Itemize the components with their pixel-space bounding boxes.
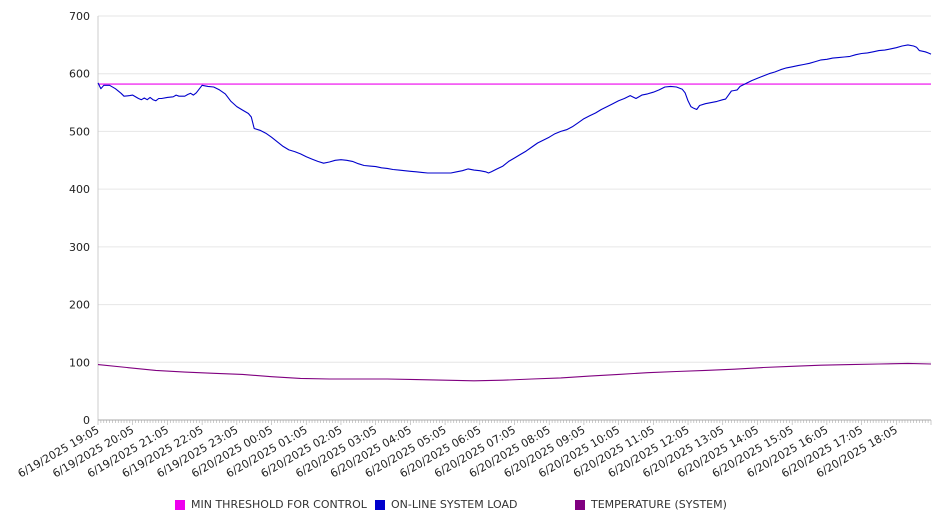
legend-item-temperature: TEMPERATURE (SYSTEM) xyxy=(575,498,727,511)
y-tick-label-500: 500 xyxy=(69,125,90,138)
legend-swatch-online-system-load xyxy=(375,499,385,510)
series-temperature xyxy=(97,362,932,382)
legend-label-temperature: TEMPERATURE (SYSTEM) xyxy=(591,498,727,511)
y-tick-label-0: 0 xyxy=(83,414,90,427)
y-tick-label-600: 600 xyxy=(69,68,90,81)
legend-item-online-system-load: ON-LINE SYSTEM LOAD xyxy=(375,498,517,511)
legend: MIN THRESHOLD FOR CONTROL ON-LINE SYSTEM… xyxy=(0,498,946,514)
legend-label-online-system-load: ON-LINE SYSTEM LOAD xyxy=(391,498,518,511)
y-tick-label-700: 700 xyxy=(69,10,90,23)
legend-swatch-temperature xyxy=(575,499,585,510)
legend-swatch-min-threshold xyxy=(175,499,185,510)
y-tick-label-200: 200 xyxy=(69,299,90,312)
series-online-system-load xyxy=(97,44,932,174)
y-tick-label-400: 400 xyxy=(69,183,90,196)
legend-label-min-threshold: MIN THRESHOLD FOR CONTROL xyxy=(191,498,367,511)
y-tick-label-300: 300 xyxy=(69,241,90,254)
y-tick-label-100: 100 xyxy=(69,356,90,369)
legend-item-min-threshold: MIN THRESHOLD FOR CONTROL xyxy=(175,498,367,511)
